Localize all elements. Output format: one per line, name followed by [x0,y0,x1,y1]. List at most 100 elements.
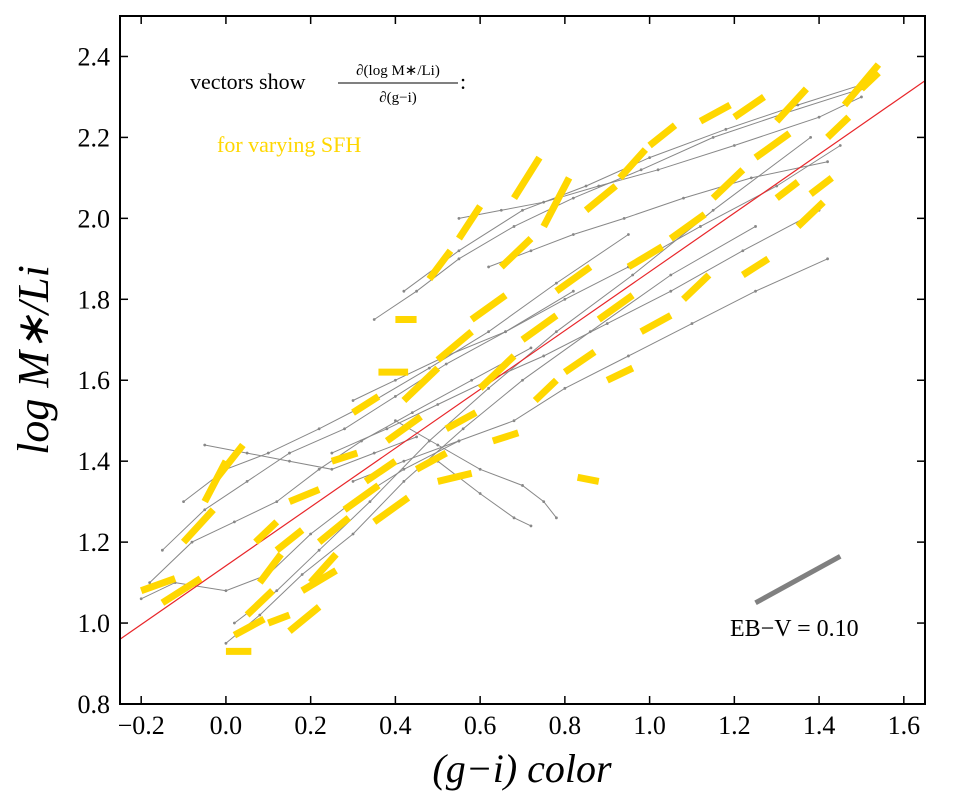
model-point [478,467,482,471]
sfh-vector-17 [363,458,398,485]
model-point [622,216,626,220]
model-point [512,225,516,228]
x-tick-label: 0.8 [549,711,582,740]
sfh-vector-13 [316,515,352,545]
model-point [542,200,546,204]
x-tick-label: 1.2 [718,711,751,740]
sfh-vector-54 [808,175,834,197]
model-point [470,378,474,382]
x-tick-label: 0.0 [210,711,243,740]
model-point [826,257,829,261]
model-point [627,354,630,358]
x-tick-label: 0.2 [294,711,327,740]
model-point [372,318,376,321]
model-point [343,427,346,431]
sfh-vector-50 [740,255,771,278]
model-point [182,500,185,504]
model-point [563,297,567,301]
model-point [436,403,440,406]
model-point [639,168,643,172]
x-axis-ticks: −0.2 0.0 0.2 0.4 0.6 0.8 1.0 1.2 1.4 1.6 [118,16,920,740]
sfh-vector-62 [372,494,411,525]
y-tick-label: 1.4 [78,447,111,476]
model-point [224,589,228,593]
model-point [385,427,389,431]
model-point [487,265,491,269]
sfh-vector-52 [774,86,809,124]
sfh-vector-19 [384,413,423,444]
sfh-vector-11 [288,486,321,505]
model-point [258,613,262,617]
model-point [521,484,524,487]
model-point [330,451,334,455]
sfh-vector-38 [583,183,618,213]
model-point [597,184,601,188]
reddening-vector [754,554,842,606]
model-point [571,233,575,236]
model-point [504,330,507,334]
sfh-vectors [140,62,882,655]
model-point [330,467,334,471]
x-tick-label: 1.4 [803,711,836,740]
model-point [754,225,757,228]
model-point [415,289,418,293]
sfh-vector-51 [753,130,792,161]
model-point [415,435,418,439]
model-point [457,216,461,220]
sfh-vector-0 [140,575,177,594]
model-point [512,516,516,520]
model-point [512,419,516,423]
model-point [402,289,406,293]
model-point [402,459,406,463]
model-point [529,249,533,253]
sfh-vector-1 [160,575,203,606]
model-point [682,196,685,200]
model-point [393,395,397,398]
y-tick-label: 1.8 [78,285,111,314]
model-point [741,249,745,253]
sfh-vector-43 [639,312,673,335]
sfh-vector-33 [532,377,559,404]
model-point [860,95,863,99]
ebv-label: EB−V = 0.10 [730,616,859,642]
model-point [554,330,558,334]
sfh-vector-2 [180,507,216,545]
model-point [542,354,546,358]
sfh-vector-44 [647,122,678,149]
model-point [563,386,567,390]
model-point [554,281,558,285]
sfh-vector-12 [300,567,338,594]
model-point [584,184,588,188]
sfh-vector-55 [825,114,852,140]
model-point [275,589,279,593]
sfh-vector-60 [287,604,322,634]
model-point [351,532,355,536]
model-point [571,289,575,293]
sfh-vector-39 [596,292,635,323]
sfh-vector-45 [668,211,707,242]
model-point [499,208,503,212]
sfh-vector-47 [698,101,732,125]
x-tick-label: 1.6 [888,711,921,740]
sfh-vector-4 [214,442,246,480]
sfh-vector-29 [491,429,520,445]
model-track-4 [225,225,756,644]
y-tick-label: 2.4 [78,42,111,71]
model-point [427,366,431,370]
y-tick-label: 1.0 [78,609,111,638]
model-point [436,443,440,447]
y-tick-label: 0.8 [78,690,111,719]
sfh-legend-label: for varying SFH [217,132,361,157]
sfh-vector-14 [330,449,359,465]
model-point [203,443,207,447]
model-point [457,439,461,443]
sfh-vector-48 [710,167,746,201]
sfh-vector-9 [267,611,291,627]
model-track-5 [234,136,811,624]
sfh-vector-37 [576,473,600,485]
model-point [457,249,461,253]
annotation-title: vectors show [190,69,306,94]
model-point [444,362,448,366]
sfh-vector-6 [232,615,266,639]
